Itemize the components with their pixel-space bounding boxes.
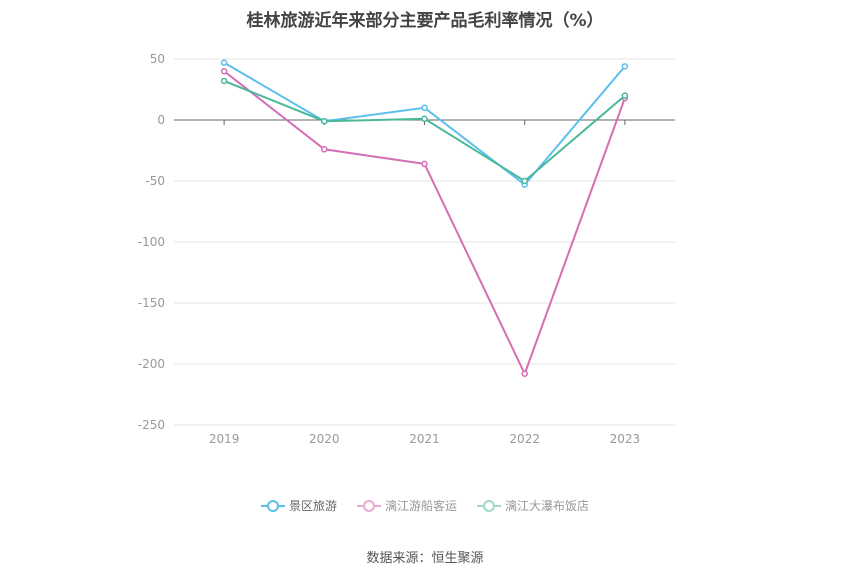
y-tick-label: -200: [138, 357, 165, 371]
legend-marker-icon: [260, 499, 285, 512]
y-tick-label: 0: [157, 113, 165, 127]
x-tick-label: 2021: [409, 432, 440, 446]
data-point: [321, 117, 328, 125]
data-point: [521, 177, 528, 185]
data-point: [421, 160, 428, 168]
y-tick-label: -100: [138, 235, 165, 249]
chart-title: 桂林旅游近年来部分主要产品毛利率情况（%）: [246, 11, 604, 31]
legend-marker-icon: [356, 499, 381, 512]
data-point: [421, 115, 428, 123]
y-tick-label: -150: [138, 296, 165, 310]
x-tick-label: 2023: [610, 432, 641, 446]
y-tick-label: -50: [145, 174, 165, 188]
data-point: [521, 370, 528, 378]
data-point: [321, 146, 328, 153]
data-point: [220, 77, 228, 85]
legend-item[interactable]: 景区旅游: [260, 497, 337, 514]
data-point: [621, 63, 629, 70]
legend-item[interactable]: 漓江游船客运: [356, 497, 457, 514]
x-tick-label: 2019: [209, 432, 240, 446]
data-point: [220, 67, 228, 75]
legend-item[interactable]: 漓江大瀑布饭店: [477, 497, 589, 514]
legend-label: 漓江游船客运: [384, 499, 457, 513]
legend-marker-icon: [477, 499, 501, 512]
chart-legend: 景区旅游 漓江游船客运 漓江大瀑布饭店: [0, 497, 850, 514]
data-point: [621, 92, 629, 99]
data-point: [220, 59, 228, 66]
data-point: [421, 104, 428, 112]
y-tick-label: -250: [138, 418, 165, 432]
legend-label: 景区旅游: [288, 499, 337, 513]
data-source: 数据来源：恒生聚源: [366, 551, 484, 566]
x-tick-label: 2020: [309, 432, 340, 446]
x-tick-label: 2022: [509, 432, 540, 446]
legend-label: 漓江大瀑布饭店: [505, 499, 590, 513]
y-tick-label: 50: [150, 52, 165, 66]
